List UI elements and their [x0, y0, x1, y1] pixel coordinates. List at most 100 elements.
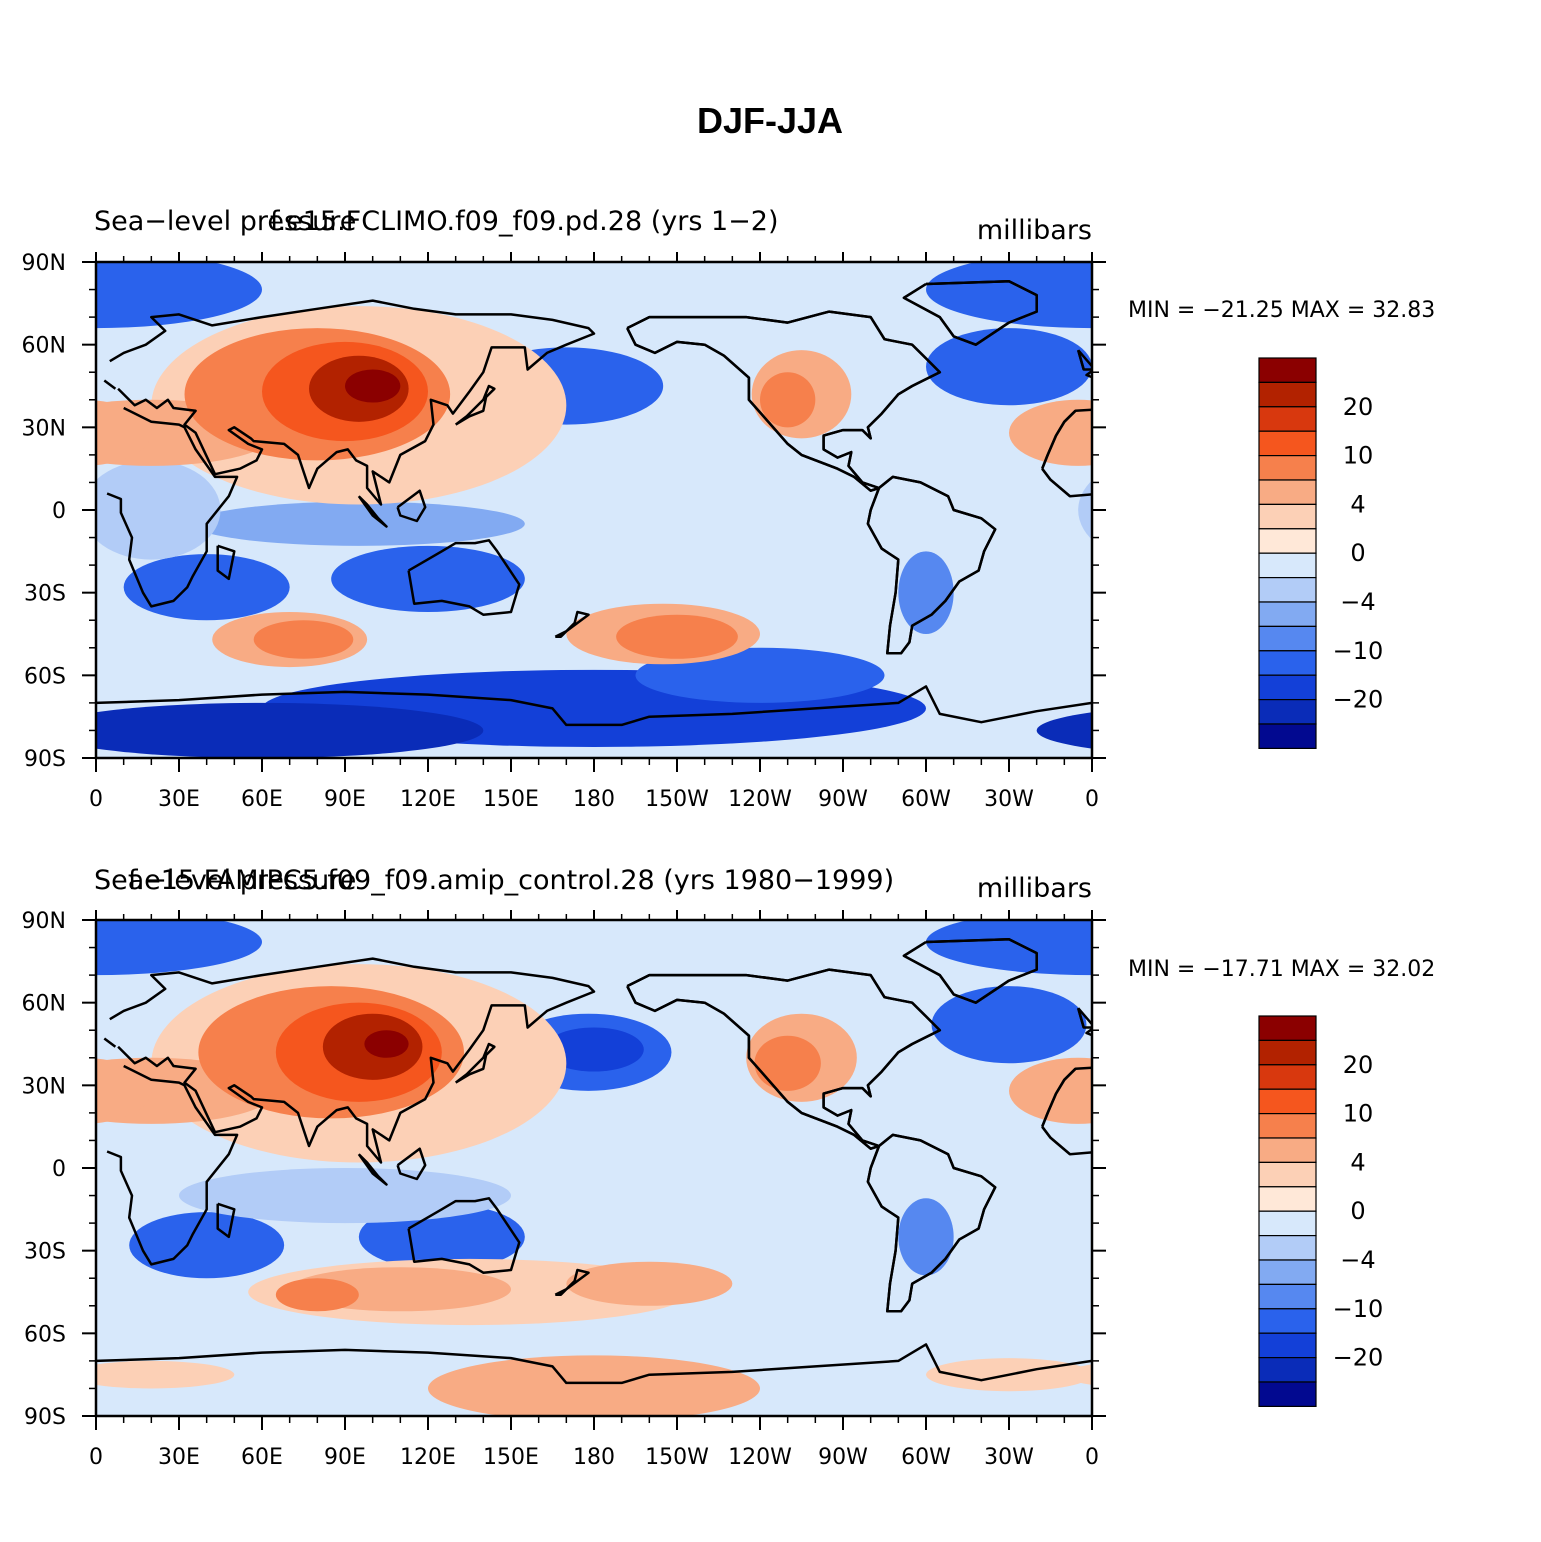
colorbar-segment [1259, 1089, 1316, 1113]
colorbar-label: 4 [1350, 490, 1365, 518]
contour-region [124, 554, 290, 620]
coastline [1452, 386, 1491, 425]
colorbar-segment [1259, 1284, 1316, 1308]
lat-tick-label: 30N [22, 1074, 66, 1099]
lon-tick-label: 90W [818, 787, 868, 812]
colorbar-segment [1259, 1040, 1316, 1064]
lon-tick-label: 150E [483, 787, 539, 812]
colorbar-segment [1259, 480, 1316, 504]
contour-region [276, 1278, 359, 1311]
lat-tick-label: 90N [22, 251, 66, 276]
contour-region [898, 1198, 953, 1275]
coastline [1394, 491, 1422, 521]
lat-tick-label: 90S [24, 1405, 66, 1430]
coastline [1214, 1204, 1231, 1237]
colorbar-segment [1259, 1138, 1316, 1162]
lat-tick-label: 60N [22, 334, 66, 359]
colorbar-label: 10 [1343, 1100, 1374, 1128]
figure-title: DJF-JJA [697, 100, 843, 141]
lon-tick-label: 30E [158, 1445, 200, 1470]
lon-tick-label: 90W [818, 1445, 868, 1470]
lon-tick-label: 0 [89, 787, 103, 812]
coastline [1452, 1044, 1491, 1083]
contour-region [364, 1030, 408, 1058]
panel-1-min-max: MIN = −21.25 MAX = 32.83 [1128, 298, 1435, 323]
panel-1: Sea−level pressure f.e15.FCLIMO.f09_f09.… [0, 206, 1541, 812]
colorbar-segment [1259, 456, 1316, 480]
lon-tick-label: 60W [901, 787, 951, 812]
panel-1-case-label: f.e15.FCLIMO.f09_f09.pd.28 (yrs 1−2) [270, 206, 778, 237]
contour-region [179, 1168, 511, 1223]
lon-tick-label: 0 [89, 1445, 103, 1470]
lon-tick-label: 120W [728, 1445, 792, 1470]
colorbar-segment [1259, 553, 1316, 577]
colorbar-segment [1259, 675, 1316, 699]
colorbar-segment [1259, 651, 1316, 675]
colorbar-segment [1259, 1114, 1316, 1138]
colorbar-label: −4 [1340, 588, 1375, 616]
contour-region [345, 369, 400, 402]
colorbar-segment [1259, 1260, 1316, 1284]
contour-region [193, 502, 525, 546]
lon-tick-label: 90E [324, 787, 366, 812]
lon-tick-label: 120E [400, 787, 456, 812]
contour-region [754, 1036, 820, 1091]
contour-region [898, 551, 953, 634]
lat-tick-label: 30N [22, 416, 66, 441]
colorbar-segment [1259, 602, 1316, 626]
contour-region [254, 620, 354, 659]
colorbar-label: 20 [1343, 393, 1374, 421]
coastline [1405, 540, 1516, 614]
lat-tick-label: 60N [22, 992, 66, 1017]
colorbar-segment [1259, 1236, 1316, 1260]
colorbar-segment [1259, 407, 1316, 431]
colorbar-segment [1259, 431, 1316, 455]
colorbar-segment [1259, 1211, 1316, 1235]
colorbar-segment [1259, 1309, 1316, 1333]
panel-2-min-max: MIN = −17.71 MAX = 32.02 [1128, 957, 1435, 982]
colorbar-label: −10 [1333, 1295, 1384, 1323]
coastline [1394, 1149, 1422, 1179]
lat-tick-label: 0 [52, 499, 66, 524]
colorbar-label: −4 [1340, 1246, 1375, 1274]
colorbar-segment [1259, 529, 1316, 553]
lon-tick-label: 30E [158, 787, 200, 812]
lon-tick-label: 120E [400, 1445, 456, 1470]
colorbar-segment [1259, 1065, 1316, 1089]
contour-region [1037, 703, 1480, 758]
colorbar-label: 4 [1350, 1148, 1365, 1176]
lat-tick-label: 90N [22, 909, 66, 934]
colorbar-label: −10 [1333, 637, 1384, 665]
lat-tick-label: 90S [24, 747, 66, 772]
panel-2-case-label: f.e15.FAMIPC5.f09_f09.amip_control.28 (y… [128, 865, 894, 896]
colorbar-label: −20 [1333, 686, 1384, 714]
colorbar-label: 20 [1343, 1051, 1374, 1079]
coastline [1214, 546, 1231, 579]
contour-region [82, 460, 220, 559]
lat-tick-label: 30S [24, 582, 66, 607]
colorbar-segment [1259, 626, 1316, 650]
lon-tick-label: 60E [241, 1445, 283, 1470]
lon-tick-label: 30W [984, 1445, 1034, 1470]
panel-2-units: millibars [977, 873, 1092, 904]
contour-region [68, 1361, 234, 1389]
lat-tick-label: 60S [24, 664, 66, 689]
colorbar-segment [1259, 1187, 1316, 1211]
colorbar-segment [1259, 700, 1316, 724]
contour-region [566, 1262, 732, 1306]
lon-tick-label: 60W [901, 1445, 951, 1470]
lat-tick-label: 0 [52, 1157, 66, 1182]
contour-region [932, 986, 1087, 1063]
colorbar-segment [1259, 724, 1316, 748]
colorbar-label: 10 [1343, 442, 1374, 470]
lon-tick-label: 120W [728, 787, 792, 812]
lon-tick-label: 0 [1085, 787, 1099, 812]
colorbar-label: −20 [1333, 1344, 1384, 1372]
colorbar-segment [1259, 1382, 1316, 1406]
colorbar-segment [1259, 1016, 1316, 1040]
colorbar-segment [1259, 358, 1316, 382]
